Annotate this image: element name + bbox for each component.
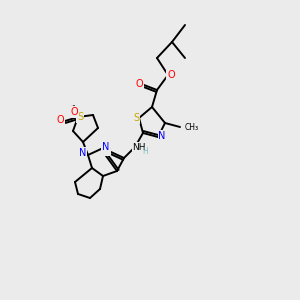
Text: O: O: [70, 107, 78, 117]
Text: N: N: [102, 142, 110, 152]
Text: S: S: [133, 113, 139, 123]
Text: CH₃: CH₃: [185, 122, 199, 131]
Text: S: S: [77, 112, 83, 122]
Text: N: N: [79, 148, 87, 158]
Text: H: H: [142, 146, 148, 155]
Text: O: O: [167, 70, 175, 80]
Text: N: N: [158, 131, 166, 141]
Text: O: O: [56, 115, 64, 125]
Text: O: O: [102, 145, 110, 155]
Text: NH: NH: [132, 142, 146, 152]
Text: O: O: [135, 79, 143, 89]
